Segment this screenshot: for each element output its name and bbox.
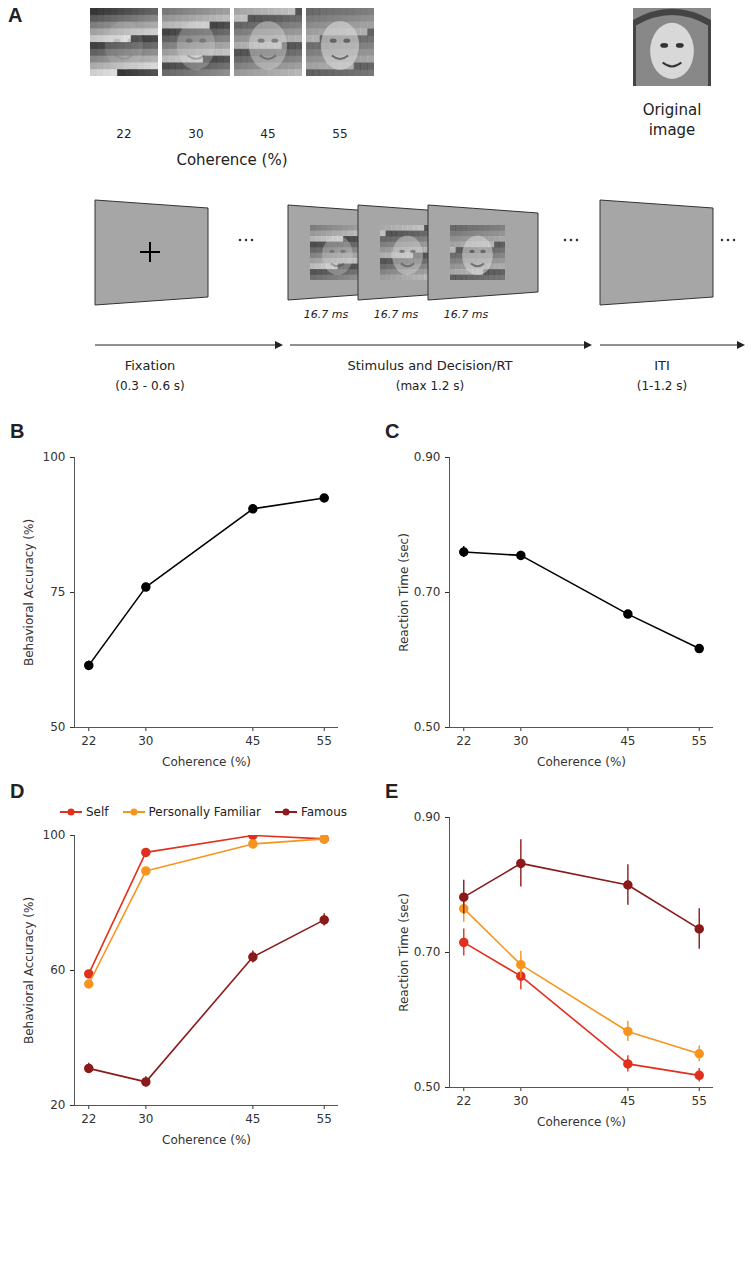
svg-text:16.7 ms: 16.7 ms [444,308,489,321]
svg-text:Fixation: Fixation [125,358,176,373]
html-text:B: B [10,420,25,442]
svg-text:0.70: 0.70 [414,945,441,959]
html-text:Self: Self [86,805,109,819]
svg-text:ITI: ITI [654,358,670,373]
svg-text:image: image [649,121,696,139]
html-text:C: C [385,420,400,442]
svg-text:Coherence (%): Coherence (%) [176,151,287,169]
svg-text:22: 22 [81,734,96,748]
svg-text:0.50: 0.50 [414,720,441,734]
svg-text:(1-1.2 s): (1-1.2 s) [637,379,687,393]
svg-text:30: 30 [138,1112,153,1126]
svg-text:Stimulus and Decision/RT: Stimulus and Decision/RT [348,358,513,373]
svg-text:Coherence (%): Coherence (%) [537,755,626,769]
svg-text:16.7 ms: 16.7 ms [304,308,349,321]
svg-text:0.90: 0.90 [414,450,441,464]
svg-text:45: 45 [260,127,275,141]
svg-text:30: 30 [513,734,528,748]
svg-text:Coherence (%): Coherence (%) [162,1133,251,1147]
svg-text:Coherence (%): Coherence (%) [537,1115,626,1129]
svg-text:Reaction Time (sec): Reaction Time (sec) [397,533,411,652]
svg-text:A: A [8,4,22,26]
svg-text:22: 22 [116,127,131,141]
svg-text:22: 22 [456,734,471,748]
svg-text:50: 50 [50,720,65,734]
svg-text:Behavioral Accuracy (%): Behavioral Accuracy (%) [22,519,36,666]
svg-text:(0.3 - 0.6 s): (0.3 - 0.6 s) [115,379,185,393]
svg-text:60: 60 [50,963,65,977]
svg-text:Behavioral Accuracy (%): Behavioral Accuracy (%) [22,897,36,1044]
svg-text:Coherence (%): Coherence (%) [162,755,251,769]
svg-text:22: 22 [81,1112,96,1126]
svg-text:45: 45 [245,734,260,748]
svg-text:55: 55 [692,734,707,748]
svg-text:45: 45 [620,734,635,748]
svg-text:30: 30 [188,127,203,141]
svg-text:(max 1.2 s): (max 1.2 s) [396,379,464,393]
svg-text:0.50: 0.50 [414,1080,441,1094]
svg-text:Reaction Time (sec): Reaction Time (sec) [397,893,411,1012]
svg-text:55: 55 [332,127,347,141]
svg-text:30: 30 [513,1094,528,1108]
svg-text:55: 55 [317,1112,332,1126]
svg-text:45: 45 [245,1112,260,1126]
html-text:Famous: Famous [301,805,347,819]
svg-text:75: 75 [50,585,65,599]
svg-text:16.7 ms: 16.7 ms [374,308,419,321]
svg-text:100: 100 [43,450,66,464]
svg-text:55: 55 [692,1094,707,1108]
svg-text:45: 45 [620,1094,635,1108]
svg-text:30: 30 [138,734,153,748]
svg-text:22: 22 [456,1094,471,1108]
html-text:Personally Familiar: Personally Familiar [148,805,261,819]
svg-text:100: 100 [43,828,66,842]
html-text:D: D [10,780,25,802]
html-text:E: E [385,780,399,802]
svg-text:0.90: 0.90 [414,810,441,824]
svg-text:0.70: 0.70 [414,585,441,599]
svg-text:Original: Original [643,101,702,119]
svg-text:55: 55 [317,734,332,748]
svg-text:20: 20 [50,1098,65,1112]
